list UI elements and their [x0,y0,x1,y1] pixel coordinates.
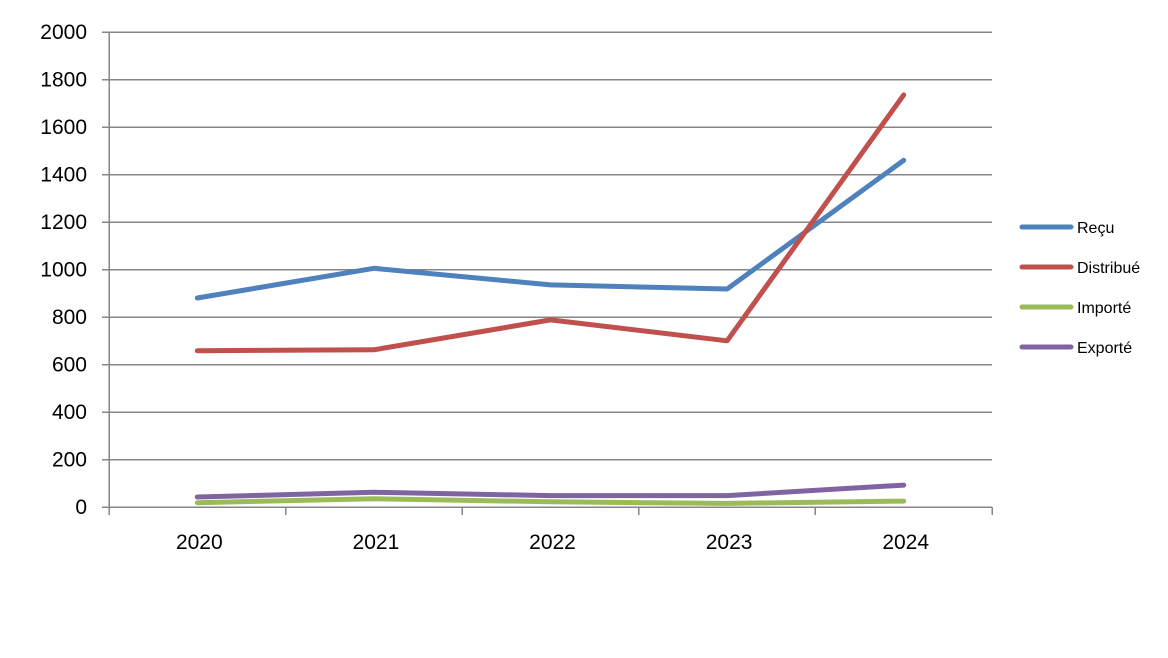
data-point-1-2 [548,317,553,322]
data-point-0-3 [725,286,730,291]
data-point-1-1 [371,347,376,352]
legend-label-1: Distribué [1077,260,1140,277]
data-point-0-1 [371,266,376,271]
data-point-2-0 [195,500,200,505]
legend-label-3: Exporté [1077,340,1132,357]
x-tick-label: 2024 [882,531,929,554]
data-point-0-4 [901,158,906,163]
legend-label-2: Importé [1077,300,1131,317]
data-point-3-4 [901,483,906,488]
data-point-2-2 [548,499,553,504]
x-tick-label: 2020 [176,531,223,554]
data-point-3-0 [195,495,200,500]
series-line-3 [194,482,907,500]
x-tick-label: 2022 [529,531,576,554]
data-point-3-2 [548,493,553,498]
data-point-2-3 [725,501,730,506]
data-point-1-0 [195,348,200,353]
y-tick-label: 2000 [40,21,87,44]
y-tick-label: 600 [52,354,87,377]
data-point-3-1 [371,490,376,495]
y-tick-label: 1200 [40,211,87,234]
legend: Reçu Distribué Importé Exporté [1019,220,1140,357]
x-tick-label: 2023 [706,531,753,554]
y-tick-label: 1600 [40,116,87,139]
y-tick-label: 1400 [40,164,87,187]
legend-label-0: Reçu [1077,220,1114,237]
y-tick-label: 1800 [40,69,87,92]
y-tick-label: 1000 [40,259,87,282]
data-point-0-0 [195,296,200,301]
data-point-3-3 [725,493,730,498]
data-point-1-4 [901,92,906,97]
data-point-2-4 [901,499,906,504]
data-point-0-2 [548,282,553,287]
series-lines [194,92,907,506]
series-line-1 [194,92,907,354]
gridlines [109,31,992,461]
y-tick-label: 800 [52,306,87,329]
data-point-1-3 [725,338,730,343]
x-axis-tick-labels: 2020 2021 2022 2023 2024 [176,531,929,554]
axes [102,31,993,515]
y-tick-label: 0 [75,496,87,519]
series-line-0 [194,157,907,301]
data-point-2-1 [371,496,376,501]
y-axis-tick-labels: 0 200 400 600 800 1000 1200 1400 1600 1800 2000 [40,21,87,519]
y-tick-label: 200 [52,449,87,472]
x-tick-label: 2021 [353,531,400,554]
series-line-2 [194,496,907,506]
y-tick-label: 400 [52,401,87,424]
